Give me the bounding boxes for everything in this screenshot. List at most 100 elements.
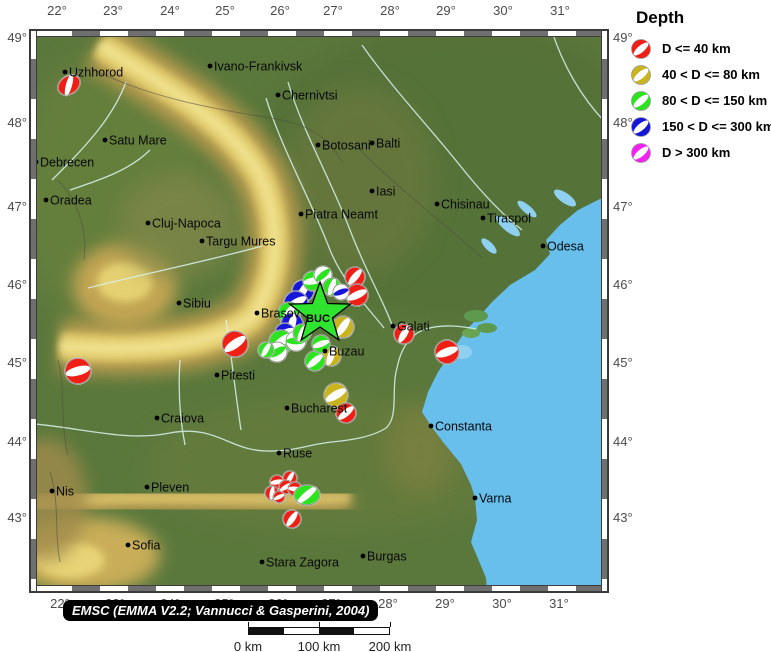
city-dot <box>390 323 396 329</box>
scalebar-segment <box>284 628 319 634</box>
city-dot <box>315 142 321 148</box>
axis-label-latitude-right: 49° <box>613 30 633 45</box>
city-marker: Buzau <box>322 345 364 359</box>
focal-mechanism-beachball <box>221 330 249 358</box>
depth-legend: Depth D <= 40 km 40 < D <= 80 km 80 < D <=… <box>630 8 771 168</box>
city-label: Botosani <box>322 139 371 153</box>
axis-label-latitude-left: 48° <box>7 115 27 130</box>
city-label: Sibiu <box>183 297 211 311</box>
city-marker: Sofia <box>125 539 161 553</box>
city-label: Nis <box>56 485 74 499</box>
city-label: Balti <box>376 137 400 151</box>
city-label: Bucharest <box>291 402 348 416</box>
city-label: Chernivtsi <box>282 89 338 103</box>
legend-item: 80 < D <= 150 km <box>630 90 771 111</box>
city-marker: Constanta <box>428 420 492 434</box>
legend-beachball-yellow-icon <box>631 64 651 85</box>
city-label: Odesa <box>547 240 584 254</box>
city-marker: Galati <box>390 320 430 334</box>
legend-beachball-green-icon <box>631 90 651 111</box>
city-marker: Ruse <box>276 447 312 461</box>
axis-label-longitude-bottom: 31° <box>549 596 569 611</box>
scalebar-label: 100 km <box>297 639 341 652</box>
axis-label-longitude-top: 25° <box>215 3 235 18</box>
axis-label-longitude-top: 26° <box>270 3 290 18</box>
city-marker: Pitesti <box>214 369 255 383</box>
city-label: Buzau <box>329 345 364 359</box>
axis-label-latitude-left: 47° <box>7 199 27 214</box>
scalebar-segment <box>249 628 284 634</box>
city-marker: Pleven <box>144 481 189 495</box>
axis-label-longitude-top: 28° <box>380 3 400 18</box>
legend-item-label: D <= 40 km <box>662 41 731 56</box>
city-label: Stara Zagora <box>266 556 339 570</box>
scalebar-tick <box>319 622 320 627</box>
city-dot <box>428 423 434 429</box>
city-marker: Debrecen <box>33 156 94 170</box>
city-dot <box>49 488 55 494</box>
city-marker: Cluj-Napoca <box>145 217 221 231</box>
city-marker: Chisinau <box>434 198 490 212</box>
axis-label-latitude-right: 44° <box>613 434 633 449</box>
city-marker: Botosani <box>315 139 371 153</box>
scalebar-tick <box>390 622 391 627</box>
axis-label-latitude-right: 43° <box>613 510 633 525</box>
city-label: Piatra Neamt <box>305 208 378 222</box>
legend-item-label: 150 < D <= 300 km <box>662 119 771 134</box>
city-label: Pleven <box>151 481 189 495</box>
focal-mechanism-beachball <box>332 283 350 301</box>
axis-label-latitude-right: 45° <box>613 355 633 370</box>
city-marker: Nis <box>49 485 74 499</box>
city-dot <box>434 201 440 207</box>
city-label: Constanta <box>435 420 492 434</box>
city-label: Ruse <box>283 447 312 461</box>
city-label: Chisinau <box>441 198 490 212</box>
city-dot <box>360 553 366 559</box>
focal-mechanism-beachball <box>313 265 333 285</box>
map-frame-left <box>30 30 37 592</box>
city-layer: Uzhhorod Ivano-Frankivsk Chernivtsi Satu Ma… <box>33 60 584 570</box>
city-marker: Balti <box>369 137 400 151</box>
focal-mechanism-beachball <box>57 73 81 97</box>
legend-title: Depth <box>636 8 685 27</box>
city-marker: Iasi <box>369 185 395 199</box>
city-label: Satu Mare <box>109 134 167 148</box>
city-dot <box>176 300 182 306</box>
city-dot <box>259 559 265 565</box>
city-marker: Bucharest <box>284 402 348 416</box>
focal-mechanism-beachball <box>304 350 326 372</box>
focal-mechanism-beachball <box>434 339 460 365</box>
city-dot <box>369 140 375 146</box>
focal-mechanism-beachball <box>311 334 331 354</box>
legend-items: D <= 40 km 40 < D <= 80 km 80 < D <= 150 k… <box>630 38 771 163</box>
legend-beachball-magenta-icon <box>631 142 651 163</box>
city-dot <box>540 243 546 249</box>
city-label: Oradea <box>50 194 92 208</box>
city-dot <box>322 348 328 354</box>
city-dot <box>199 238 205 244</box>
city-marker: Piatra Neamt <box>298 208 378 222</box>
scalebar-segment <box>354 628 389 634</box>
city-marker: Ivano-Frankivsk <box>207 60 303 74</box>
scalebar-segment <box>319 628 354 634</box>
city-marker: Oradea <box>43 194 92 208</box>
city-dot <box>369 188 375 194</box>
city-label: Craiova <box>161 412 204 426</box>
city-marker: Varna <box>472 492 511 506</box>
focal-mechanism-beachball <box>293 484 321 506</box>
map-frame-top <box>30 30 608 37</box>
axis-label-latitude-left: 49° <box>7 30 27 45</box>
map-frame-right <box>601 30 608 592</box>
focal-mechanism-beachball <box>64 357 92 385</box>
city-label: Galati <box>397 320 430 334</box>
focal-mechanism-beachball <box>257 341 275 359</box>
axis-label-longitude-bottom: 30° <box>492 596 512 611</box>
focal-mechanism-beachball <box>282 509 302 529</box>
focal-mechanism-beachball <box>345 283 369 307</box>
scalebar-tick <box>248 622 249 627</box>
city-dot <box>207 63 213 69</box>
map-credit: EMSC (EMMA V2.2; Vannucci & Gasperini, 2… <box>63 600 379 621</box>
legend-item: 40 < D <= 80 km <box>630 64 771 85</box>
axis-label-latitude-left: 43° <box>7 510 27 525</box>
city-dot <box>480 215 486 221</box>
